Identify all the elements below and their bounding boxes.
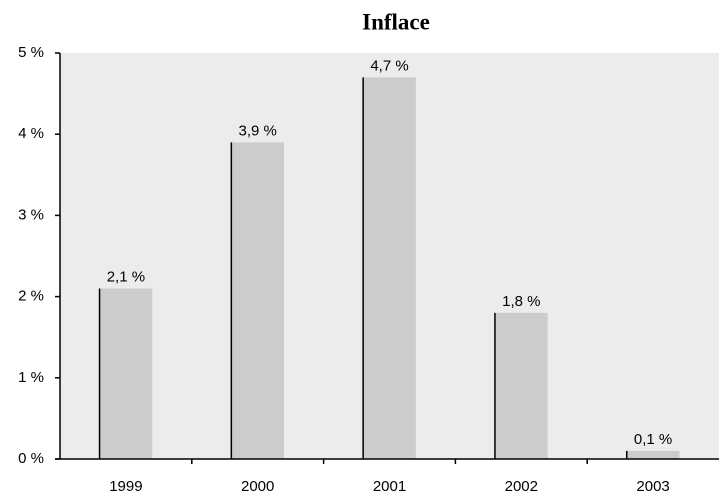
x-tick-label: 2001 (373, 478, 406, 495)
bar (363, 77, 416, 460)
value-label: 3,9 % (239, 122, 277, 139)
x-tick-label: 2000 (241, 478, 274, 495)
y-tick-label: 2 % (18, 288, 44, 305)
x-tick-label: 2002 (505, 478, 538, 495)
bar (626, 450, 680, 459)
value-label: 2,1 % (107, 268, 145, 285)
value-label: 0,1 % (634, 431, 672, 448)
x-tick-label: 1999 (109, 478, 142, 495)
y-tick-label: 4 % (18, 125, 44, 142)
bar (99, 288, 153, 459)
x-tick-label: 2003 (636, 478, 669, 495)
value-label: 4,7 % (370, 57, 408, 74)
bar (494, 312, 548, 459)
chart-title: Inflace (362, 9, 430, 34)
y-tick-label: 5 % (18, 44, 44, 61)
value-label: 1,8 % (502, 293, 540, 310)
y-tick-label: 1 % (18, 369, 44, 386)
y-tick-label: 3 % (18, 206, 44, 223)
y-tick-label: 0 % (18, 450, 44, 467)
bar (231, 142, 285, 459)
